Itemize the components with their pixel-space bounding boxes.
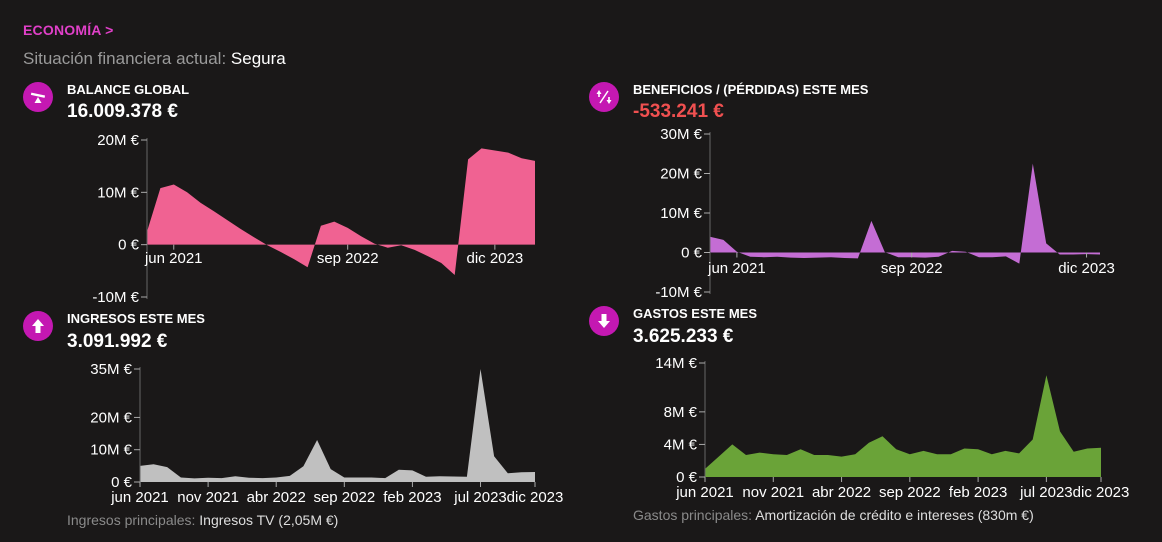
x-tick-label: nov 2021 [742,484,804,501]
x-tick-label: dic 2023 [1073,484,1130,501]
x-tick-label: dic 2023 [467,250,524,267]
x-tick-label: jun 2021 [144,250,203,267]
y-tick-label: 4M € [664,436,698,453]
y-tick-label: 8M € [664,404,698,421]
series-area [147,148,535,275]
y-tick-label: 20M € [90,409,132,426]
x-tick-label: nov 2021 [177,489,239,506]
x-tick-label: jun 2021 [707,260,766,277]
arrow-up-icon [23,311,53,341]
profit-title: BENEFICIOS / (PÉRDIDAS) ESTE MES [633,82,869,97]
y-tick-label: 10M € [660,205,702,222]
balance-chart: -10M € 0 € 10M € 20M € jun 2021 sep 2022 dic 2… [92,132,535,306]
y-tick-label: 0 € [676,469,698,486]
arrow-down-icon [589,306,619,336]
y-tick-label: 0 € [681,245,703,262]
series-area [140,369,535,482]
balance-value: 16.009.378 € [67,101,178,122]
x-tick-label: jul 2023 [1019,484,1073,501]
y-tick-label: 10M € [97,184,139,201]
income-title: INGRESOS ESTE MES [67,311,205,326]
income-value: 3.091.992 € [67,331,168,352]
x-tick-label: dic 2023 [1058,260,1115,277]
main-expenses-value: Amortización de crédito e intereses (830… [755,507,1034,523]
economy-section-link[interactable]: ECONOMÍA > [23,22,114,38]
y-tick-label: -10M € [92,289,139,306]
seesaw-icon [23,82,53,112]
y-tick-label: 14M € [655,355,697,372]
up-down-arrows-icon [589,82,619,112]
x-tick-label: abr 2022 [247,489,306,506]
y-tick-label: 20M € [660,166,702,183]
financial-status-label: Situación financiera actual: [23,49,227,68]
series-area [710,163,1100,264]
x-tick-label: feb 2023 [383,489,441,506]
y-tick-label: 30M € [660,126,702,143]
y-tick-label: 0 € [111,474,133,491]
profit-chart: -10M € 0 € 10M € 20M € 30M € jun 2021 sep 2022… [655,126,1115,301]
x-tick-label: sep 2022 [881,260,943,277]
expenses-title: GASTOS ESTE MES [633,306,758,321]
x-tick-label: jun 2021 [110,489,169,506]
expenses-value: 3.625.233 € [633,326,734,347]
x-tick-label: jul 2023 [453,489,507,506]
main-income-label: Ingresos principales: [67,512,196,528]
y-tick-label: 20M € [97,132,139,149]
main-income: Ingresos principales: Ingresos TV (2,05M… [67,512,338,528]
x-tick-label: abr 2022 [812,484,871,501]
balance-title: BALANCE GLOBAL [67,82,190,97]
profit-value: -533.241 € [633,101,724,122]
expenses-chart: 0 € 4M € 8M € 14M € jun 2021 nov 2021 abr 2022… [655,355,1130,501]
financial-status-value: Segura [230,49,286,68]
y-tick-label: 35M € [90,361,132,378]
y-tick-label: -10M € [655,284,702,301]
x-tick-label: feb 2023 [949,484,1007,501]
x-tick-label: sep 2022 [879,484,941,501]
main-income-value: Ingresos TV (2,05M €) [199,512,339,528]
x-tick-label: dic 2023 [507,489,564,506]
x-tick-label: sep 2022 [317,250,379,267]
x-tick-label: jun 2021 [675,484,734,501]
main-expenses: Gastos principales: Amortización de créd… [633,507,1034,523]
main-expenses-label: Gastos principales: [633,507,753,523]
x-tick-label: sep 2022 [313,489,375,506]
y-tick-label: 0 € [118,237,140,254]
financial-status: Situación financiera actual: Segura [23,49,286,69]
series-area [705,375,1101,477]
income-chart: 0 € 10M € 20M € 35M € jun 2021 nov 2021 abr 20… [90,361,564,506]
y-tick-label: 10M € [90,442,132,459]
